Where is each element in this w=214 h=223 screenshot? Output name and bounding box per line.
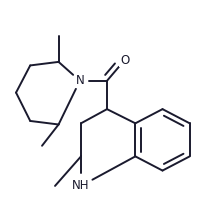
Text: N: N (76, 74, 84, 87)
Text: O: O (120, 54, 129, 66)
Text: NH: NH (72, 180, 90, 192)
